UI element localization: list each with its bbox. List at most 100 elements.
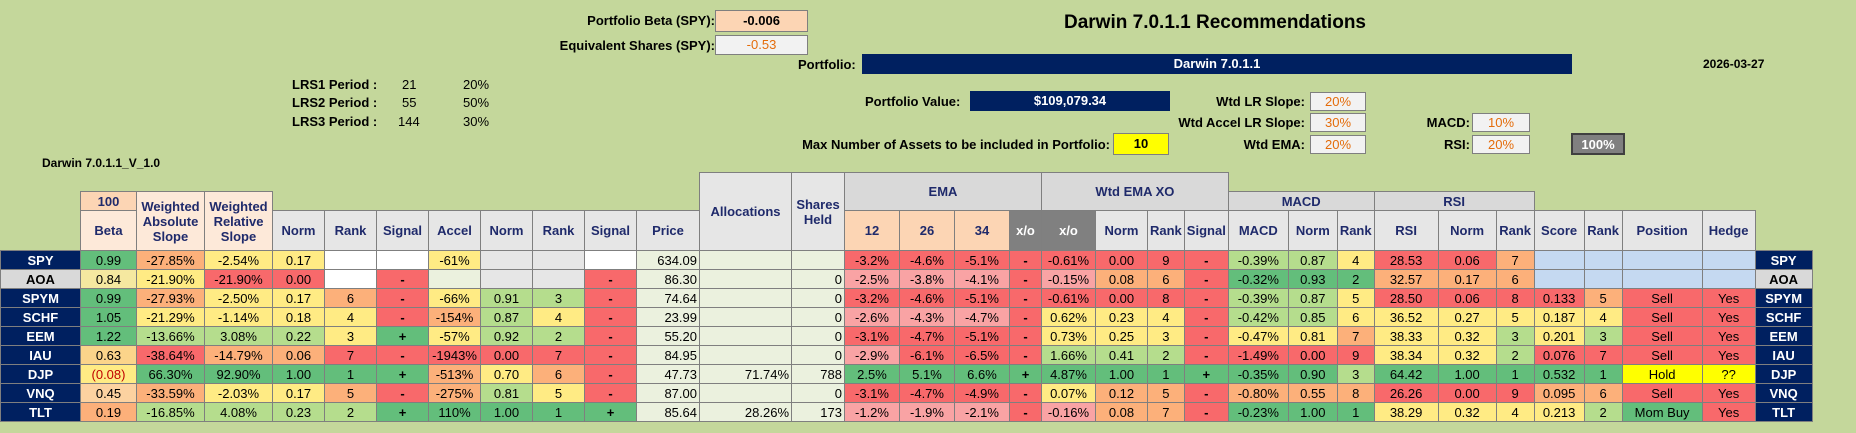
beta-cell[interactable]: 1.05 xyxy=(80,307,137,327)
wsignal-cell[interactable]: - xyxy=(1183,288,1229,308)
price-cell[interactable]: 74.64 xyxy=(636,288,700,308)
wxo-cell[interactable]: 0.73% xyxy=(1041,326,1096,346)
wrank-cell[interactable]: 1 xyxy=(1147,364,1185,384)
e12-cell[interactable]: 2.5% xyxy=(844,364,900,384)
rank-cell[interactable]: 4 xyxy=(324,307,377,327)
position-cell[interactable] xyxy=(1621,269,1703,289)
e26-cell[interactable]: -4.7% xyxy=(899,326,955,346)
e26-cell[interactable]: -4.3% xyxy=(899,307,955,327)
max-assets-value[interactable]: 10 xyxy=(1113,133,1169,155)
beta-cell[interactable]: 0.45 xyxy=(80,383,137,403)
ticker-right[interactable]: SCHF xyxy=(1754,307,1813,327)
alloc-cell[interactable] xyxy=(699,345,792,365)
score-cell[interactable] xyxy=(1533,250,1585,270)
was-cell[interactable]: -33.59% xyxy=(136,383,205,403)
signal-cell[interactable]: - xyxy=(376,269,429,289)
norm-cell[interactable]: 0.22 xyxy=(272,326,325,346)
price-cell[interactable]: 87.00 xyxy=(636,383,700,403)
wrank-cell[interactable]: 7 xyxy=(1147,402,1185,422)
rrank-cell[interactable]: 5 xyxy=(1495,307,1535,327)
e12-cell[interactable]: -3.2% xyxy=(844,288,900,308)
accel-cell[interactable]: -154% xyxy=(428,307,481,327)
arank-cell[interactable]: 6 xyxy=(532,364,585,384)
e12-cell[interactable]: -3.1% xyxy=(844,383,900,403)
price-cell[interactable]: 47.73 xyxy=(636,364,700,384)
price-cell[interactable]: 85.64 xyxy=(636,402,700,422)
macd-cell[interactable]: -0.80% xyxy=(1227,383,1289,403)
ticker-right[interactable]: SPY xyxy=(1754,250,1813,270)
was-cell[interactable]: -38.64% xyxy=(136,345,205,365)
wnorm-cell[interactable]: 0.12 xyxy=(1095,383,1148,403)
e12-cell[interactable]: -2.9% xyxy=(844,345,900,365)
score-cell[interactable]: 0.187 xyxy=(1533,307,1585,327)
rank-cell[interactable]: 3 xyxy=(324,326,377,346)
wrank-cell[interactable]: 9 xyxy=(1147,250,1185,270)
hedge-cell[interactable] xyxy=(1701,250,1756,270)
e34-cell[interactable]: -4.7% xyxy=(954,307,1010,327)
wxo-cell[interactable]: -0.61% xyxy=(1041,250,1096,270)
rsi-cell[interactable]: 38.33 xyxy=(1373,326,1439,346)
accel-cell[interactable]: -1943% xyxy=(428,345,481,365)
ticker-left[interactable]: TLT xyxy=(0,402,81,422)
wnorm-cell[interactable]: 0.00 xyxy=(1095,250,1148,270)
score-cell[interactable] xyxy=(1533,269,1585,289)
wrs-cell[interactable]: -1.14% xyxy=(204,307,273,327)
ticker-left[interactable]: DJP xyxy=(0,364,81,384)
alloc-cell[interactable] xyxy=(699,307,792,327)
wnorm-cell[interactable]: 0.25 xyxy=(1095,326,1148,346)
macd-cell[interactable]: -0.39% xyxy=(1227,250,1289,270)
rank-cell[interactable]: 2 xyxy=(324,402,377,422)
asignal-cell[interactable]: - xyxy=(584,364,637,384)
signal-cell[interactable]: + xyxy=(376,326,429,346)
accel-cell[interactable]: 110% xyxy=(428,402,481,422)
arank-cell[interactable]: 5 xyxy=(532,383,585,403)
signal-cell[interactable]: - xyxy=(376,307,429,327)
wnorm-cell[interactable]: 0.41 xyxy=(1095,345,1148,365)
norm-cell[interactable]: 0.17 xyxy=(272,288,325,308)
rsi-cell[interactable]: 28.53 xyxy=(1373,250,1439,270)
price-cell[interactable]: 634.09 xyxy=(636,250,700,270)
score-cell[interactable]: 0.133 xyxy=(1533,288,1585,308)
exo-cell[interactable]: + xyxy=(1009,364,1042,384)
macd-cell[interactable]: -0.32% xyxy=(1227,269,1289,289)
exo-cell[interactable]: - xyxy=(1009,307,1042,327)
wnorm-cell[interactable]: 1.00 xyxy=(1095,364,1148,384)
asignal-cell[interactable]: - xyxy=(584,326,637,346)
asignal-cell[interactable]: + xyxy=(584,402,637,422)
anorm-cell[interactable]: 0.91 xyxy=(480,288,533,308)
norm-cell[interactable]: 0.18 xyxy=(272,307,325,327)
srank-cell[interactable]: 6 xyxy=(1583,383,1623,403)
norm-cell[interactable]: 1.00 xyxy=(272,364,325,384)
norm-cell[interactable]: 0.23 xyxy=(272,402,325,422)
rank-cell[interactable] xyxy=(324,269,377,289)
rank-cell[interactable]: 5 xyxy=(324,383,377,403)
e26-cell[interactable]: 5.1% xyxy=(899,364,955,384)
score-cell[interactable]: 0.532 xyxy=(1533,364,1585,384)
e34-cell[interactable]: -5.1% xyxy=(954,288,1010,308)
wrank-cell[interactable]: 6 xyxy=(1147,269,1185,289)
srank-cell[interactable]: 2 xyxy=(1583,402,1623,422)
mnorm-cell[interactable]: 0.81 xyxy=(1287,326,1338,346)
hedge-cell[interactable]: Yes xyxy=(1701,326,1756,346)
hedge-cell[interactable]: Yes xyxy=(1701,402,1756,422)
was-cell[interactable]: 66.30% xyxy=(136,364,205,384)
e12-cell[interactable]: -2.6% xyxy=(844,307,900,327)
exo-cell[interactable]: - xyxy=(1009,269,1042,289)
table-row[interactable]: SPY 0.99 -27.85% -2.54% 0.17 -61% 634.09 -3.2% -… xyxy=(0,250,1813,270)
arank-cell[interactable]: 4 xyxy=(532,307,585,327)
rsi-cell[interactable]: 36.52 xyxy=(1373,307,1439,327)
mnorm-cell[interactable]: 0.00 xyxy=(1287,345,1338,365)
alloc-cell[interactable] xyxy=(699,383,792,403)
alloc-cell[interactable] xyxy=(699,288,792,308)
macd-cell[interactable]: -0.47% xyxy=(1227,326,1289,346)
rsi-cell[interactable]: 32.57 xyxy=(1373,269,1439,289)
wrank-cell[interactable]: 4 xyxy=(1147,307,1185,327)
asignal-cell[interactable] xyxy=(584,250,637,270)
table-row[interactable]: EEM 1.22 -13.66% 3.08% 0.22 3 + -57% 0.92 2-55.20… xyxy=(0,326,1813,346)
wsignal-cell[interactable]: - xyxy=(1183,307,1229,327)
srank-cell[interactable]: 1 xyxy=(1583,364,1623,384)
rnorm-cell[interactable]: 0.32 xyxy=(1437,326,1497,346)
e26-cell[interactable]: -4.7% xyxy=(899,383,955,403)
norm-cell[interactable]: 0.17 xyxy=(272,383,325,403)
anorm-cell[interactable]: 0.00 xyxy=(480,345,533,365)
